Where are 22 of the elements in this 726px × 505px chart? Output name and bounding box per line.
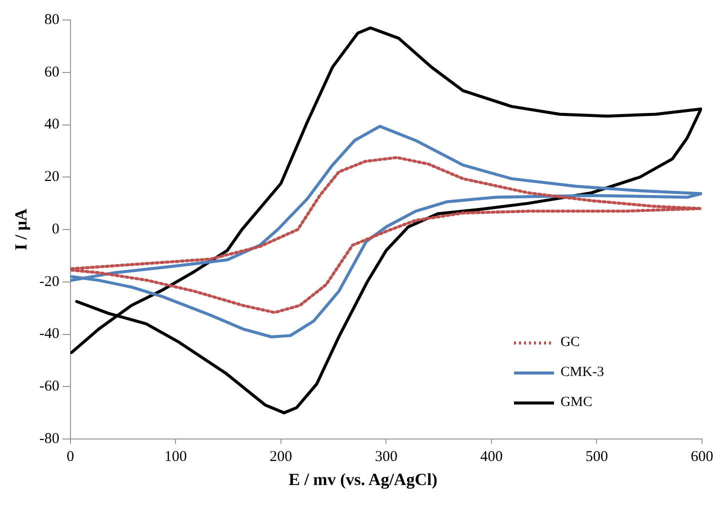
y-tick-label: 40 — [44, 116, 60, 133]
y-tick-label: -20 — [39, 274, 60, 290]
y-tick-label: -40 — [39, 326, 60, 342]
x-tick-label: 100 — [164, 448, 187, 465]
legend-label: CMK-3 — [560, 365, 604, 381]
legend-label: GMC — [560, 395, 592, 411]
x-tick-label: 0 — [66, 448, 74, 465]
y-tick-label: 80 — [44, 12, 60, 28]
y-axis-title: I / μA — [12, 208, 31, 250]
y-tick-label: -60 — [39, 378, 60, 395]
x-tick-label: 200 — [270, 448, 292, 465]
x-tick-label: 500 — [585, 448, 608, 465]
y-tick-label: 20 — [44, 169, 60, 186]
x-axis-title: E / mv (vs. Ag/AgCl) — [288, 470, 438, 490]
y-tick-label: 0 — [52, 221, 60, 238]
y-tick-label: -80 — [39, 430, 60, 447]
x-tick-label: 400 — [480, 448, 503, 465]
legend-label: GC — [560, 335, 580, 351]
y-tick-label: 60 — [44, 64, 60, 80]
x-tick-label: 600 — [690, 448, 714, 465]
x-tick-label: 300 — [374, 448, 398, 465]
line-series — [70, 156, 702, 314]
